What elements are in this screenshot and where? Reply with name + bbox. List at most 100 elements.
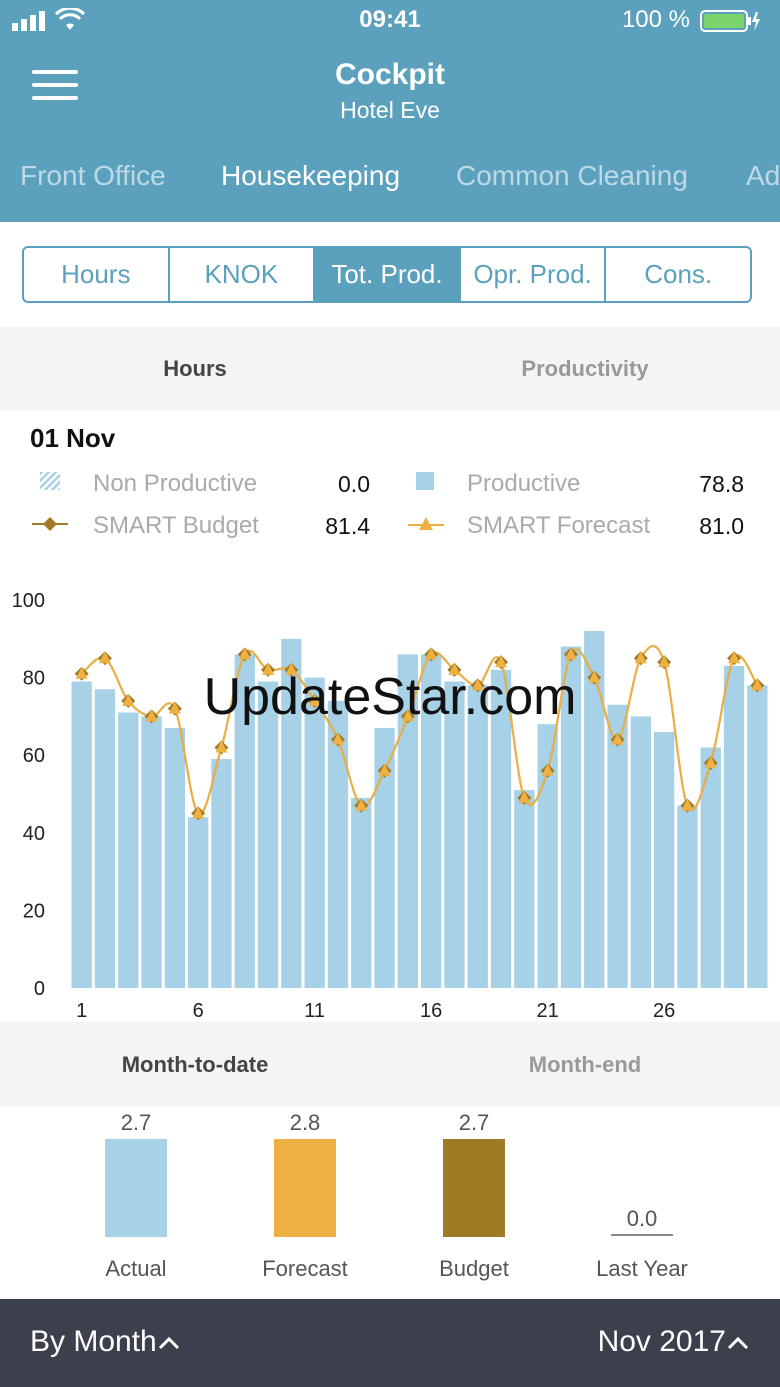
status-time: 09:41	[359, 6, 421, 33]
budget-label: Budget	[439, 1256, 509, 1281]
hamburger-menu-icon[interactable]	[32, 70, 78, 104]
smart-forecast-point	[541, 763, 554, 776]
actual-label: Actual	[105, 1256, 167, 1281]
smart-forecast-point	[401, 709, 414, 722]
legend-non-productive-label: Non Productive	[93, 470, 258, 497]
y-tick-label: 40	[23, 823, 45, 845]
productive-bar	[490, 669, 512, 988]
legend-smart-budget-label: SMART Budget	[93, 512, 259, 539]
tab-common-cleaning[interactable]: Common Cleaning	[456, 160, 688, 191]
smart-forecast-point	[448, 662, 461, 675]
budget-value: 2.7	[458, 1110, 490, 1135]
month-label: Nov 2017	[597, 1325, 726, 1358]
smart-forecast-point	[658, 655, 671, 668]
legend-non-productive-value: 0.0	[338, 471, 370, 497]
productive-bar	[164, 728, 185, 988]
productive-bar	[188, 817, 209, 988]
smart-forecast-point	[495, 655, 508, 668]
smart-forecast-point	[588, 670, 601, 683]
productive-bar	[281, 638, 302, 988]
page-title: Cockpit	[334, 58, 445, 91]
forecast-label: Forecast	[262, 1256, 348, 1281]
productive-bar	[747, 685, 768, 988]
forecast-value: 2.8	[289, 1110, 321, 1135]
productive-bar	[630, 716, 651, 988]
smart-forecast-point	[471, 678, 484, 691]
department-tabs: Front Office Housekeeping Common Cleanin…	[0, 160, 780, 200]
smart-forecast-point	[611, 732, 624, 745]
smart-budget-legend-icon	[32, 517, 68, 531]
x-tick-label: 21	[537, 1000, 559, 1022]
x-tick-label: 1	[76, 1000, 87, 1022]
smart-forecast-point	[634, 651, 647, 664]
segment-opr-prod[interactable]: Opr. Prod.	[461, 248, 607, 301]
productive-bar	[607, 704, 628, 988]
smart-forecast-point	[122, 693, 135, 706]
productive-bar	[304, 677, 325, 988]
legend-smart-forecast-label: SMART Forecast	[467, 512, 651, 539]
segment-knok[interactable]: KNOK	[170, 248, 316, 301]
forecast-bar	[274, 1139, 336, 1237]
smart-forecast-point	[425, 647, 438, 660]
smart-forecast-point	[378, 763, 391, 776]
smart-forecast-legend-icon	[408, 517, 444, 530]
smart-forecast-point	[145, 709, 158, 722]
productive-bar	[514, 790, 535, 988]
tab-month-end[interactable]: Month-end	[528, 1052, 642, 1077]
tab-front-office[interactable]: Front Office	[20, 160, 166, 191]
chevron-up-icon	[727, 1336, 749, 1350]
smart-forecast-point	[215, 740, 228, 753]
x-tick-label: 6	[193, 1000, 204, 1022]
tab-additional[interactable]: Ad	[746, 160, 780, 191]
app-header: 09:41 100 % Cockpit Hotel Eve Front Offi…	[0, 0, 780, 222]
y-tick-label: 0	[34, 978, 45, 1000]
tab-month-to-date[interactable]: Month-to-date	[121, 1052, 269, 1077]
productive-bar	[94, 689, 116, 988]
smart-forecast-point	[331, 732, 344, 745]
x-tick-label: 11	[304, 1000, 325, 1022]
last-year-value: 0.0	[626, 1206, 658, 1231]
bottom-bar: By Month Nov 2017	[0, 1299, 780, 1387]
tab-housekeeping[interactable]: Housekeeping	[221, 160, 401, 191]
tab-hours[interactable]: Hours	[163, 356, 227, 381]
period-tabs: Month-to-date Month-end	[0, 1022, 780, 1106]
productive-bar	[723, 665, 745, 988]
budget-bar	[443, 1139, 505, 1237]
productive-bar	[118, 712, 139, 988]
productive-bar	[374, 728, 395, 988]
segment-hours[interactable]: Hours	[24, 248, 170, 301]
x-tick-label: 16	[420, 1000, 442, 1022]
legend-smart-forecast-value: 81.0	[699, 513, 744, 539]
y-tick-label: 80	[23, 668, 45, 690]
smart-forecast-point	[192, 806, 205, 819]
productive-bar	[537, 724, 558, 988]
smart-forecast-point	[355, 798, 368, 811]
productive-bar	[351, 797, 372, 988]
month-selector[interactable]: Nov 2017	[598, 1325, 750, 1359]
productive-bar	[71, 681, 92, 988]
smart-forecast-point	[564, 647, 577, 660]
smart-forecast-point	[238, 647, 251, 660]
y-tick-label: 20	[23, 900, 45, 922]
smart-forecast-point	[704, 755, 717, 768]
productive-bar	[141, 716, 162, 988]
selected-date: 01 Nov	[30, 423, 116, 453]
by-month-label: By Month	[30, 1325, 157, 1358]
x-tick-label: 26	[653, 1000, 675, 1022]
smart-forecast-point	[75, 666, 88, 679]
hotel-name: Hotel Eve	[340, 97, 440, 123]
smart-forecast-point	[751, 678, 764, 691]
signal-icon	[12, 11, 45, 31]
non-productive-legend-icon	[40, 472, 60, 490]
segment-tot-prod[interactable]: Tot. Prod.	[315, 248, 461, 301]
by-month-selector[interactable]: By Month	[30, 1325, 181, 1359]
legend-smart-budget-value: 81.4	[325, 513, 370, 539]
summary-section: 2.7 Actual 2.8 Forecast 2.7 Budget 0.0 L…	[0, 1106, 780, 1299]
wifi-icon	[55, 8, 85, 30]
tab-productivity[interactable]: Productivity	[521, 356, 649, 381]
y-tick-label: 60	[23, 745, 45, 767]
segment-cons[interactable]: Cons.	[644, 259, 713, 289]
productive-bar	[467, 685, 488, 988]
productive-bar	[234, 654, 255, 988]
